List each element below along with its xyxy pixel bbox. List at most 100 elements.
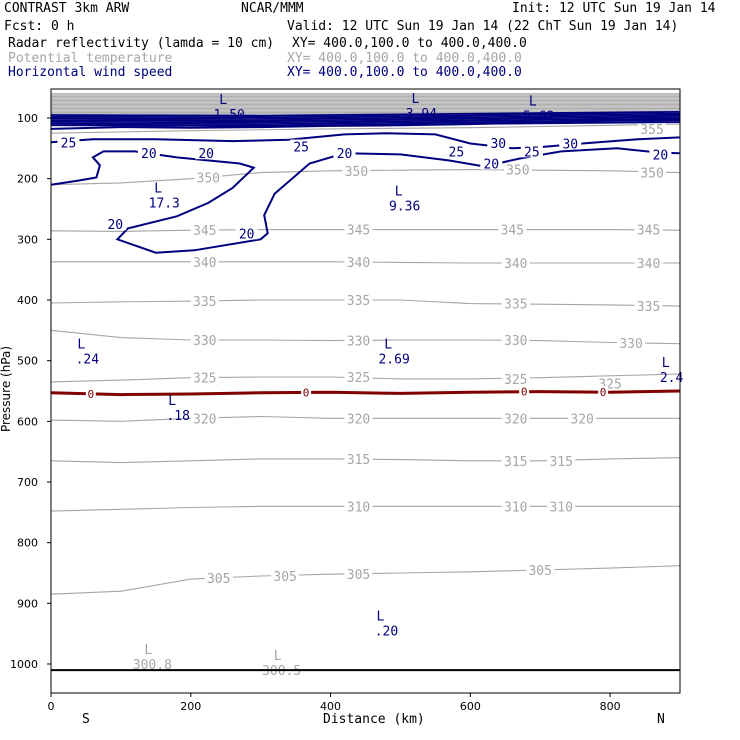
theta-contour-label: 320 [193,412,216,427]
field-wind-name: Horizontal wind speed [8,65,173,80]
wind-low-value: 2.69 [378,353,409,368]
valid-time: Valid: 12 UTC Sun 19 Jan 14 (22 ChT Sun … [287,19,679,34]
theta-contour-label: 350 [640,167,663,182]
theta-contour-label: 335 [504,298,527,313]
y-tick-label: 800 [17,537,38,550]
wind-jet-contour [50,114,681,120]
theta-contour-label: 315 [549,455,572,470]
theta-contour-label: 305 [273,570,296,585]
theta-label-bg [344,567,373,581]
theta-contour-label: 345 [347,224,370,239]
theta-label-bg [498,222,527,236]
theta-contour-label: 325 [347,371,370,386]
init-time: Init: 12 UTC Sun 19 Jan 14 [512,1,716,16]
theta-label-bg [344,451,373,465]
theta-label-bg [503,162,532,176]
wind-low-value: 9.36 [389,200,420,215]
freezing-label-bg [85,387,96,400]
wind-jet-contour [50,116,681,122]
theta-contour-label: 325 [504,373,527,388]
wind-low-value: 2.4 [660,371,684,386]
y-tick-label: 700 [17,476,38,489]
wind-low-marker: L [377,609,385,624]
wind-label-bg [104,217,127,231]
wind-label-bg [445,144,468,158]
theta-label-bg [194,170,223,184]
theta-label-bg [190,254,219,268]
theta-contour-label: 340 [637,257,660,272]
wind-low-marker: L [154,182,162,197]
theta-contour-label: 330 [347,335,370,350]
wind-low-value: .24 [76,353,100,368]
theta-contour-label: 340 [193,256,216,271]
y-tick-label: 1000 [10,658,38,671]
theta-contour-label: 345 [193,224,216,239]
wind-low-value: 1.50 [214,108,245,123]
theta-contour-label: 320 [570,412,593,427]
theta-contour-label: 350 [345,165,368,180]
theta-label-bg [344,222,373,236]
y-tick-label: 300 [17,233,38,246]
wind-low-value: 3.94 [406,107,437,122]
wind-low-marker: L [219,93,227,108]
wind-contour-label: 20 [107,218,123,233]
theta-contour-label: 340 [504,257,527,272]
theta-contour-label: 330 [619,337,642,352]
y-tick-label: 600 [17,415,38,428]
freezing-level-label: 0 [88,388,95,401]
theta-label-bg [501,333,530,347]
theta-label-bg [190,370,219,384]
theta-label-bg [190,411,219,425]
theta-contour-label: 355 [640,123,663,138]
freezing-label-bg [519,385,530,398]
theta-contour-label: 315 [347,453,370,468]
direction-south: S [82,712,90,727]
wind-low-value: 5.62 [523,109,554,124]
x-tick-label: 800 [600,700,621,713]
theta-label-bg [501,499,530,513]
wind-low-value: 17.3 [149,197,180,212]
theta-low-value: 300.5 [262,664,301,679]
theta-contour-label: 310 [504,500,527,515]
theta-label-bg [204,570,233,584]
theta-label-bg [344,333,373,347]
wind-label-bg [195,146,218,160]
wind-contour-label: 20 [198,147,214,162]
theta-label-bg [344,370,373,384]
wind-contour-25 [50,132,681,150]
freezing-level-label: 0 [303,386,310,399]
theta-contour-label: 330 [504,334,527,349]
wind-jet-contour [50,112,681,119]
wind-label-bg [559,136,582,150]
freezing-level-label: 0 [600,386,607,399]
theta-contour-label: 320 [347,412,370,427]
theta-label-bg [568,411,597,425]
freezing-level-line [50,389,681,397]
y-tick-label: 500 [17,355,38,368]
theta-label-bg [638,121,667,135]
theta-label-bg [634,255,663,269]
wind-jet-contour [50,119,681,126]
y-tick-label: 100 [17,112,38,125]
x-tick-label: 400 [320,700,341,713]
x-tick-label: 600 [460,700,481,713]
x-tick-label: 200 [180,700,201,713]
theta-label-bg [190,223,219,237]
theta-label-bg [634,299,663,313]
wind-label-bg [480,156,503,170]
theta-label-bg [638,165,667,179]
theta-contour-label: 320 [504,412,527,427]
theta-contour-label: 330 [193,334,216,349]
y-tick-label: 900 [17,597,38,610]
wind-label-bg [649,147,672,161]
theta-contour-label: 345 [501,224,524,239]
theta-contour-label: 350 [197,171,220,186]
wind-low-value: .18 [166,409,189,424]
wind-contour-label: 20 [141,147,157,162]
field-reflectivity-name: Radar reflectivity (lamda = 10 cm) [8,36,275,51]
wind-low-marker: L [662,356,670,371]
freezing-label-bg [598,386,609,399]
wind-contour-label: 25 [61,136,77,151]
wind-jet-contour [50,111,681,117]
